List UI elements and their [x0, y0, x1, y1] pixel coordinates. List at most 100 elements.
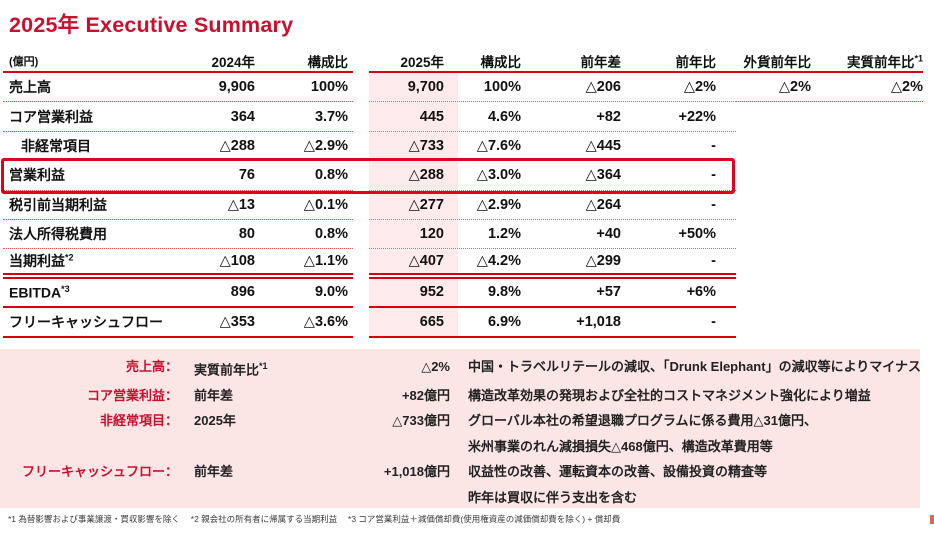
- ratio-2024: 3.7%: [314, 108, 348, 125]
- value-2025: 445: [369, 102, 458, 131]
- note-core-operating-profit: コア営業利益： 前年差 +82億円 構造改革効果の発現および全社的コストマネジメ…: [0, 383, 920, 409]
- note-metric: 前年差: [194, 464, 234, 480]
- ratio-2025: 9.8%: [487, 284, 521, 301]
- row-label: 法人所得税費用: [9, 226, 107, 243]
- ratio-2024: △2.9%: [303, 138, 348, 155]
- value-2025: △407: [369, 249, 458, 273]
- note-value: △2%: [421, 359, 450, 374]
- row-label: フリーキャッシュフロー: [9, 313, 163, 330]
- fx-yoy: △2%: [778, 79, 811, 96]
- col-header-yoy: 前年比: [675, 54, 717, 70]
- col-header-2024: 2024年: [211, 54, 255, 70]
- row-label: 税引前当期利益: [9, 196, 107, 213]
- col-header-fx-yoy: 外貨前年比: [743, 54, 812, 70]
- table-row-non-recurring-items: 非経常項目 △288 △2.9% △733 △7.6% △445 -: [3, 131, 923, 162]
- note-free-cash-flow: フリーキャッシュフロー： 前年差 +1,018億円 収益性の改善、運転資本の改善…: [0, 459, 920, 510]
- table-row-net-profit: 当期利益*2 △108 △1.1% △407 △4.2% △299 -: [3, 249, 923, 279]
- note-metric: 2025年: [194, 413, 236, 429]
- table-row-income-tax-expense: 法人所得税費用 80 0.8% 120 1.2% +40 +50%: [3, 219, 923, 250]
- value-2025: △733: [369, 131, 458, 162]
- ratio-2024: △3.6%: [303, 313, 348, 330]
- row-label: 当期利益*2: [9, 252, 74, 270]
- yoy-pct: △2%: [683, 79, 716, 96]
- note-value: +1,018億円: [383, 464, 450, 480]
- ratio-2025: △3.0%: [476, 167, 521, 184]
- col-header-real-yoy: 実質前年比*1: [846, 53, 923, 70]
- col-header-2025: 2025年: [400, 54, 444, 70]
- real-yoy: △2%: [890, 79, 923, 96]
- row-label: EBITDA*3: [9, 284, 70, 301]
- ratio-2024: 0.8%: [314, 226, 348, 243]
- table-row-net-sales: 売上高 9,906 100% 9,700 100% △206 △2% △2% △…: [3, 73, 923, 103]
- table-row-ebitda: EBITDA*3 896 9.0% 952 9.8% +57 +6%: [3, 278, 923, 309]
- value-2025: 9,700: [369, 73, 458, 102]
- col-header-ratio-2024: 構成比: [307, 54, 349, 70]
- note-description: 収益性の改善、運転資本の改善、設備投資の精査等 昨年は買収に伴う支出を含む: [468, 464, 768, 505]
- note-label: フリーキャッシュフロー：: [21, 464, 178, 480]
- value-2024: 76: [238, 167, 255, 184]
- yoy-pct: +22%: [678, 108, 717, 125]
- value-2024: △288: [219, 138, 255, 155]
- note-description: 構造改革効果の発現および全社的コストマネジメント強化により増益: [468, 387, 871, 403]
- note-non-recurring-items: 非経常項目： 2025年 △733億円 グローバル本社の希望退職プログラムに係る…: [0, 408, 920, 459]
- value-2025: 665: [369, 308, 458, 336]
- value-2024: 80: [238, 226, 255, 243]
- value-2025: △288: [369, 161, 458, 190]
- yoy-pct: -: [711, 138, 716, 155]
- page-title: 2025年 Executive Summary: [9, 13, 294, 37]
- ratio-2025: 6.9%: [487, 313, 521, 330]
- yoy-pct: -: [711, 313, 716, 330]
- note-description: グローバル本社の希望退職プログラムに係る費用△31億円、 米州事業のれん減損損失△…: [468, 413, 817, 454]
- table-row-free-cash-flow: フリーキャッシュフロー △353 △3.6% 665 6.9% +1,018 -: [3, 308, 923, 338]
- ratio-2025: 100%: [483, 79, 521, 96]
- note-label: 売上高：: [125, 359, 178, 374]
- row-label: コア営業利益: [9, 108, 93, 125]
- note-description: 中国・トラベルリテールの減収、「Drunk Elephant」の減収等によりマイ…: [468, 359, 922, 374]
- table-row-operating-profit: 営業利益 76 0.8% △288 △3.0% △364 -: [3, 161, 923, 191]
- note-net-sales: 売上高： 実質前年比*1 △2% 中国・トラベルリテールの減収、「Drunk E…: [0, 354, 922, 383]
- commentary-panel: 売上高： 実質前年比*1 △2% 中国・トラベルリテールの減収、「Drunk E…: [0, 349, 922, 510]
- value-2024: 9,906: [218, 79, 255, 96]
- table-row-profit-before-tax: 税引前当期利益 △13 △0.1% △277 △2.9% △264 -: [3, 190, 923, 220]
- note-label: コア営業利益：: [86, 387, 178, 403]
- edge-artifact-mark: [930, 515, 934, 524]
- footnotes: *1 為替影響および事業譲渡・買収影響を除く *2 親会社の所有者に帰属する当期…: [8, 514, 621, 524]
- yoy-diff: △264: [585, 196, 621, 213]
- value-2025: 120: [369, 219, 458, 249]
- value-2024: 896: [230, 284, 255, 301]
- note-metric: 前年差: [194, 387, 234, 403]
- note-value: +82億円: [401, 387, 450, 403]
- col-header-diff: 前年差: [580, 54, 622, 70]
- ratio-2024: 0.8%: [314, 167, 348, 184]
- ratio-2024: △1.1%: [303, 253, 348, 270]
- ratio-2024: 9.0%: [314, 284, 348, 301]
- yoy-diff: +1,018: [576, 313, 621, 330]
- table-row-core-operating-profit: コア営業利益 364 3.7% 445 4.6% +82 +22%: [3, 102, 923, 132]
- yoy-diff: +57: [596, 284, 621, 301]
- yoy-pct: +6%: [686, 284, 716, 301]
- table-header-row: (億円) 2024年 構成比 2025年 構成比 前年差 前年比 外貨前年比 実…: [3, 50, 923, 73]
- note-label: 非経常項目：: [99, 413, 178, 429]
- ratio-2025: △7.6%: [476, 138, 521, 155]
- ratio-2025: △4.2%: [476, 253, 521, 270]
- yoy-diff: +40: [596, 226, 621, 243]
- value-2024: △353: [219, 313, 255, 330]
- value-2025: 952: [369, 278, 458, 307]
- yoy-pct: -: [711, 167, 716, 184]
- yoy-diff: △364: [585, 167, 621, 184]
- row-label: 売上高: [9, 79, 51, 96]
- ratio-2025: 4.6%: [487, 108, 521, 125]
- ratio-2024: △0.1%: [303, 196, 348, 213]
- value-2024: △108: [219, 253, 255, 270]
- yoy-pct: -: [711, 196, 716, 213]
- value-2024: 364: [230, 108, 255, 125]
- row-label: 非経常項目: [21, 138, 91, 155]
- yoy-diff: △206: [585, 79, 621, 96]
- ratio-2025: △2.9%: [476, 196, 521, 213]
- yoy-pct: +50%: [678, 226, 717, 243]
- ratio-2024: 100%: [310, 79, 348, 96]
- financial-summary-table: (億円) 2024年 構成比 2025年 構成比 前年差 前年比 外貨前年比 実…: [1, 50, 923, 338]
- yoy-diff: +82: [596, 108, 621, 125]
- value-2024: △13: [227, 196, 255, 213]
